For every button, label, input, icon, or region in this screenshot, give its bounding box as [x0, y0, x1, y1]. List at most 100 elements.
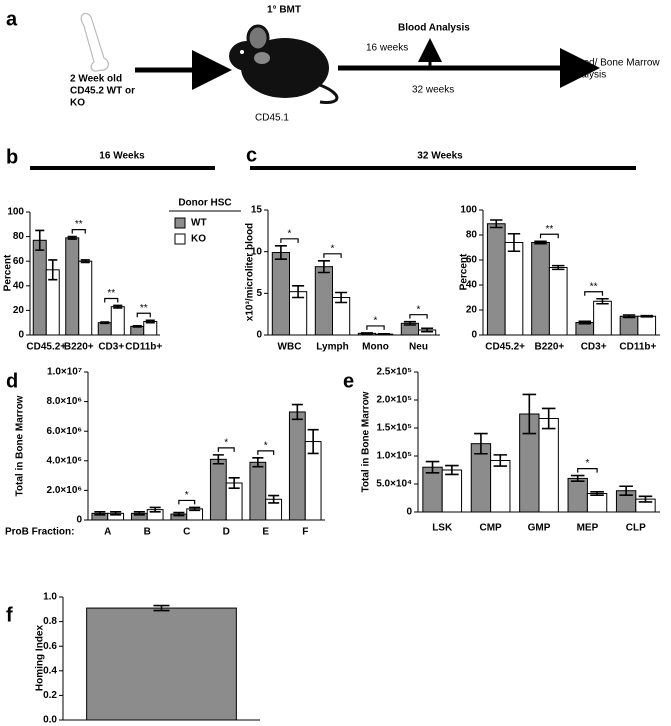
error-bar: [110, 511, 122, 516]
y-tick-label: 100: [7, 207, 24, 218]
bar: [86, 607, 237, 721]
significance-label: *: [264, 440, 268, 451]
error-bar: [619, 485, 633, 496]
error-bar: [228, 477, 240, 489]
legend-label: KO: [191, 234, 206, 245]
error-bar: [67, 235, 77, 240]
significance-label: *: [331, 243, 335, 254]
error-bar: [132, 324, 142, 328]
bar: [504, 242, 524, 336]
y-tick-label: 40: [466, 280, 478, 291]
significance-bracket: [577, 468, 598, 473]
y-tick-label: 0: [406, 507, 412, 518]
y-axis-label: x10³/microliter blood: [245, 223, 256, 321]
bone-icon: [80, 12, 109, 72]
error-bar: [570, 474, 585, 482]
significance-bracket: [136, 312, 151, 318]
donor-label: 2 Week old: [70, 74, 122, 85]
panel-label: c: [246, 144, 257, 166]
error-bar: [149, 506, 161, 513]
error-bar: [622, 314, 636, 319]
error-bar: [153, 604, 170, 612]
bar: [593, 300, 612, 336]
y-tick-label: 20: [13, 305, 25, 316]
error-bar: [252, 457, 264, 468]
bar: [548, 267, 568, 336]
x-tick-label: CD45.2+: [485, 342, 525, 353]
significance-label: *: [224, 438, 228, 449]
error-bar: [541, 407, 556, 430]
x-tick-label: CMP: [479, 523, 502, 534]
y-tick-label: 80: [466, 230, 478, 241]
panel-label: b: [6, 146, 18, 168]
y-tick-label: 1.0×10⁵: [376, 451, 412, 462]
x-tick-label: E: [262, 527, 269, 538]
section-title: 16 Weeks: [99, 151, 145, 162]
bar: [441, 469, 463, 513]
donor-label: KO: [70, 98, 85, 109]
bar: [586, 493, 608, 513]
error-bar: [507, 232, 521, 253]
x-tick-label: CLP: [626, 523, 646, 534]
significance-bracket: [539, 233, 559, 239]
x-tick-label: C: [183, 527, 190, 538]
bar: [271, 252, 290, 336]
error-bar: [490, 219, 503, 229]
time-label: 16 weeks: [366, 43, 408, 54]
error-bar: [578, 320, 591, 325]
significance-label: *: [374, 316, 378, 327]
bar: [486, 223, 506, 336]
error-bar: [335, 291, 348, 304]
mouse-icon: [229, 24, 339, 105]
significance-label: **: [107, 288, 115, 299]
significance-bracket: [257, 450, 275, 455]
x-tick-label: A: [104, 527, 111, 538]
significance-bracket: [584, 291, 604, 296]
x-tick-label: WBC: [278, 342, 302, 353]
error-bar: [212, 454, 224, 465]
x-tick-label: CD45.2+: [26, 342, 66, 353]
error-bar: [590, 491, 604, 496]
diagram-title: 1° BMT: [267, 5, 301, 16]
bar: [288, 411, 306, 521]
significance-bracket: [71, 229, 86, 234]
bar: [249, 461, 267, 521]
endpoint-label: Blood/ Bone Marrow: [569, 58, 660, 69]
error-bar: [307, 428, 319, 455]
error-bar: [552, 264, 565, 271]
y-tick-label: 0.4: [43, 665, 57, 676]
x-tick-label: B: [144, 527, 151, 538]
y-tick-label: 0: [18, 330, 24, 341]
error-bar: [493, 454, 508, 467]
y-axis-label: Homing Index: [35, 625, 46, 692]
bar: [422, 466, 443, 513]
significance-label: *: [585, 458, 589, 469]
x-tick-label: Mono: [362, 342, 389, 353]
diagram: 1° BMT 2 Week old CD45.2 WT or KO CD45.1…: [70, 5, 660, 124]
error-bar: [474, 432, 488, 455]
x-tick-label: GMP: [528, 523, 551, 534]
legend-swatch: [174, 233, 186, 245]
donor-label: CD45.2 WT or: [70, 86, 135, 97]
y-tick-label: 1.0: [43, 592, 57, 603]
error-bar: [292, 285, 305, 299]
legend-label: WT: [191, 218, 207, 229]
y-tick-label: 2.0×10⁵: [376, 395, 412, 406]
bar: [538, 417, 559, 513]
x-tick-label: CD11b+: [619, 342, 656, 353]
error-bar: [173, 511, 185, 517]
y-tick-label: 0: [471, 330, 477, 341]
bar: [531, 242, 550, 336]
significance-bracket: [178, 499, 196, 505]
x-tick-label: Neu: [409, 342, 428, 353]
x-tick-label: F: [302, 527, 308, 538]
y-axis-label: Percent: [3, 254, 14, 291]
significance-bracket: [409, 314, 428, 319]
y-tick-label: 6.0×10⁶: [47, 426, 82, 437]
x-tick-label: D: [223, 527, 230, 538]
y-axis-label: Total in Bone Marrow: [15, 395, 26, 496]
error-bar: [35, 229, 45, 251]
time-label: 32 weeks: [412, 85, 454, 96]
y-tick-label: 1.0×10⁷: [47, 367, 82, 378]
